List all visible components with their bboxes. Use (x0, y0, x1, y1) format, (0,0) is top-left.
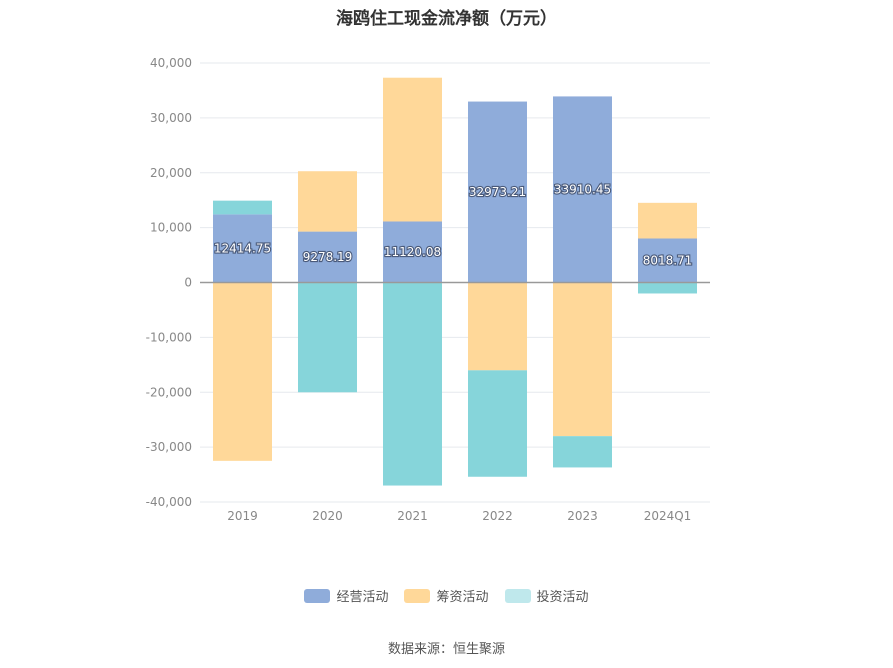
legend-label-operating: 经营活动 (336, 590, 389, 605)
chart-title: 海鸥住工现金流净额（万元） (336, 9, 557, 29)
y-tick-label: 0 (184, 276, 192, 290)
x-tick-label: 2023 (567, 509, 598, 523)
y-tick-label: 40,000 (150, 56, 192, 70)
x-tick-label: 2020 (312, 509, 343, 523)
bar-operating (383, 221, 442, 283)
bar-financing (298, 171, 357, 232)
bar-financing (383, 77, 442, 222)
bar-investing (213, 200, 272, 215)
bar-operating (638, 238, 697, 283)
legend-label-investing: 投资活动 (536, 590, 589, 605)
bar-financing (638, 202, 697, 239)
data-label: 33910.45 (554, 182, 611, 196)
bar-operating (298, 231, 357, 283)
legend-label-financing: 筹资活动 (436, 590, 489, 605)
data-label: 9278.19 (303, 250, 353, 264)
data-label: 32973.21 (469, 185, 526, 199)
bar-financing (468, 282, 527, 371)
data-source: 数据来源：恒生聚源 (387, 642, 505, 657)
legend-swatch-investing (504, 588, 531, 603)
bar-investing (298, 282, 357, 393)
bar-operating (553, 96, 612, 283)
bar-operating (468, 101, 527, 283)
data-label: 12414.75 (214, 241, 271, 255)
bar-financing (213, 282, 272, 461)
bar-investing (553, 436, 612, 468)
y-tick-label: -40,000 (146, 495, 192, 509)
x-tick-label: 2024Q1 (644, 509, 692, 523)
legend-item-financing[interactable]: 筹资活动 (404, 586, 489, 605)
data-label: 11120.08 (384, 245, 441, 259)
chart-legend: 经营活动 筹资活动 投资活动 (0, 586, 893, 605)
x-tick-label: 2021 (397, 509, 428, 523)
legend-item-operating[interactable]: 经营活动 (304, 586, 388, 605)
x-tick-label: 2019 (227, 509, 258, 523)
bar-investing (383, 282, 442, 486)
y-tick-label: 30,000 (150, 111, 192, 125)
y-tick-label: -30,000 (146, 440, 192, 454)
y-tick-label: 10,000 (150, 221, 192, 235)
y-tick-label: 20,000 (150, 166, 192, 180)
y-tick-label: -10,000 (146, 330, 192, 344)
bar-operating (213, 214, 272, 283)
data-label: 8018.71 (643, 253, 693, 267)
y-tick-label: -20,000 (146, 385, 192, 399)
bar-investing (638, 282, 697, 294)
x-tick-label: 2022 (482, 509, 513, 523)
legend-swatch-financing (404, 588, 431, 603)
bar-investing (468, 370, 527, 477)
legend-item-investing[interactable]: 投资活动 (504, 586, 589, 605)
legend-swatch-operating (304, 588, 331, 603)
bar-financing (553, 282, 612, 437)
